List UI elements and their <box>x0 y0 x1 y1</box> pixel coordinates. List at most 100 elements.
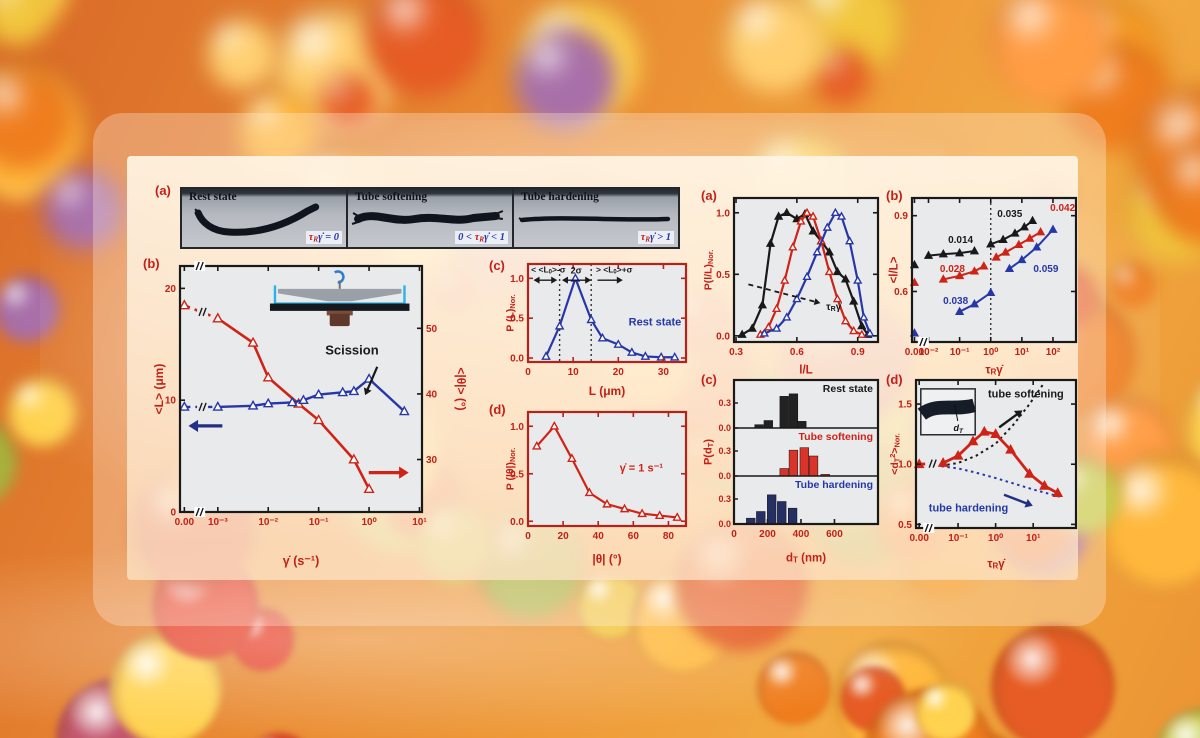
svg-text:10⁰: 10⁰ <box>361 517 376 528</box>
panel-label-d-right: (d) <box>886 372 903 387</box>
svg-text:0.3: 0.3 <box>718 494 731 504</box>
svg-text:1.0: 1.0 <box>510 422 524 433</box>
svg-text:0.0: 0.0 <box>510 354 524 365</box>
svg-text:0.9: 0.9 <box>851 347 865 358</box>
nanotube-micrograph-hardening <box>518 216 671 223</box>
chart-annotation: 2σ <box>570 265 582 276</box>
nanotube-micrograph-rest <box>194 203 320 236</box>
svg-text:20: 20 <box>165 284 177 295</box>
chart-annotation: 0.014 <box>948 235 974 247</box>
svg-text:0.00: 0.00 <box>175 517 195 528</box>
chart-annotation: P(l/L)Nor. <box>702 249 715 291</box>
svg-text:40: 40 <box>426 389 438 400</box>
shear-condition-equation: τRγ̇ = 0 <box>305 230 342 244</box>
chart-annotation: 0.028 <box>939 264 965 275</box>
panel-label-a-right: (a) <box>701 188 717 203</box>
svg-text:1.0: 1.0 <box>716 208 730 219</box>
frame-title: Tube softening <box>355 191 428 203</box>
svg-text:Tube hardening: Tube hardening <box>795 479 873 491</box>
bead <box>988 0 1113 105</box>
svg-text:0.9: 0.9 <box>894 211 908 222</box>
chart-svg: 0 20 40 60 80 0.0 0.5 1.0 <box>510 410 688 542</box>
tem-frame-softening: Tube softening 0 < τRγ̇ < 1 <box>346 189 512 247</box>
chart-annotation: 0.042 <box>1050 202 1076 214</box>
chart-annotation: tube hardening <box>928 502 1009 515</box>
svg-text:0.00: 0.00 <box>905 347 925 358</box>
chart-contour-ratio-vs-shear: 0.00 10⁻² 10⁻¹ 10⁰ 10¹ 10² 0.6 0.9 0.014 0.035 0.0… <box>884 186 1086 382</box>
svg-text:1.0: 1.0 <box>510 274 524 285</box>
svg-text:0.0: 0.0 <box>718 471 731 481</box>
frame-title: Rest state <box>189 191 237 203</box>
chart-annotation: γ̇ (s⁻¹) <box>282 553 320 568</box>
shear-condition-equation: 0 < τRγ̇ < 1 <box>455 230 508 244</box>
svg-text:0.5: 0.5 <box>716 270 730 281</box>
chart-annotation: Scission <box>325 342 379 358</box>
svg-text:0.0: 0.0 <box>716 331 730 342</box>
svg-text:20: 20 <box>558 531 570 542</box>
bead <box>246 733 313 738</box>
svg-text:10⁰: 10⁰ <box>988 533 1003 544</box>
bead <box>990 624 1115 738</box>
bead <box>6 376 77 448</box>
tem-frame-hardening: Tube hardening τRγ̇ > 1 <box>512 189 678 247</box>
bead <box>319 73 378 132</box>
svg-text:10⁻¹: 10⁻¹ <box>948 533 968 544</box>
svg-text:10²: 10² <box>1046 347 1061 358</box>
svg-text:10¹: 10¹ <box>1015 347 1030 358</box>
svg-text:0.3: 0.3 <box>718 398 731 408</box>
chart-diameter-histograms: 0.0 0.3 Rest state 0.0 0.3 Tube softening 0.0 0… <box>698 368 890 570</box>
bead <box>1153 707 1200 738</box>
chart-contour-ratio-distribution: 0.3 0.6 0.9 0.0 0.5 1.0 τRγ̇ l/L P(l/L)Nor. <box>698 186 890 382</box>
chart-annotation: γ̇ = 1 s⁻¹ <box>619 462 664 475</box>
chart-svg: 0.00 10⁻³ 10⁻² 10⁻¹ 10⁰ 10¹ 0 10 20 30 40 50 <box>165 261 438 528</box>
chart-angle-distribution: 0 20 40 60 80 0.0 0.5 1.0 γ̇ = 1 s⁻¹ |θ| (°) P (|θ… <box>500 402 696 570</box>
svg-text:0: 0 <box>170 508 176 519</box>
chart-diameter-vs-shear: 0.00 10⁻¹ 10⁰ 10¹ 0.5 1.0 1.5 dT tube softening t… <box>884 368 1086 576</box>
svg-text:60: 60 <box>628 531 640 542</box>
svg-text:400: 400 <box>793 529 810 540</box>
svg-text:10: 10 <box>568 367 580 378</box>
shear-condition-equation: τRγ̇ > 1 <box>637 230 674 244</box>
chart-annotation: P (L)Nor. <box>504 294 517 332</box>
svg-text:10: 10 <box>165 396 177 407</box>
svg-text:30: 30 <box>426 455 438 466</box>
nanotube-micrograph-softening <box>351 210 504 225</box>
bead <box>0 0 55 46</box>
panel-label-b-right: (b) <box>886 188 903 203</box>
bead <box>722 0 826 93</box>
chart-svg: 0.3 0.6 0.9 0.0 0.5 1.0 <box>716 196 880 358</box>
panel-label-a-strip: (a) <box>155 183 171 198</box>
chart-annotation: τRγ̇ <box>985 364 1003 377</box>
svg-text:0: 0 <box>525 367 531 378</box>
svg-text:0.00: 0.00 <box>909 533 929 544</box>
svg-text:0.3: 0.3 <box>718 446 731 456</box>
svg-text:50: 50 <box>426 324 438 335</box>
svg-text:10⁻²: 10⁻² <box>919 347 939 358</box>
bead <box>205 16 279 91</box>
svg-text:0.3: 0.3 <box>729 347 743 358</box>
svg-text:0.6: 0.6 <box>894 287 908 298</box>
svg-text:Tube softening: Tube softening <box>799 431 873 443</box>
svg-text:10⁻²: 10⁻² <box>258 517 278 528</box>
chart-annotation: P(dT) <box>702 438 715 466</box>
svg-text:10⁻¹: 10⁻¹ <box>309 517 329 528</box>
chart-annotation: l/L <box>799 364 813 377</box>
svg-text:40: 40 <box>593 531 605 542</box>
chart-annotation: P (|θ|)Nor. <box>504 447 517 491</box>
chart-annotation: Rest state <box>628 316 682 329</box>
bead <box>914 680 976 738</box>
svg-text:10⁰: 10⁰ <box>983 347 998 358</box>
chart-annotation: L (μm) <box>588 384 626 398</box>
chart-annotation: <dT2>Nor. <box>888 433 902 475</box>
svg-text:0.0: 0.0 <box>510 517 524 528</box>
chart-annotation: dT (nm) <box>785 552 827 565</box>
chart-svg: 0 10 20 30 0.0 0.5 1.0 <box>510 262 688 378</box>
svg-text:0.5: 0.5 <box>510 469 524 480</box>
svg-text:0: 0 <box>525 531 531 542</box>
svg-text:0.5: 0.5 <box>898 520 912 531</box>
bead <box>41 168 124 251</box>
panel-label-d-mid: (d) <box>489 402 506 417</box>
chart-annotation: 0.038 <box>943 296 969 308</box>
